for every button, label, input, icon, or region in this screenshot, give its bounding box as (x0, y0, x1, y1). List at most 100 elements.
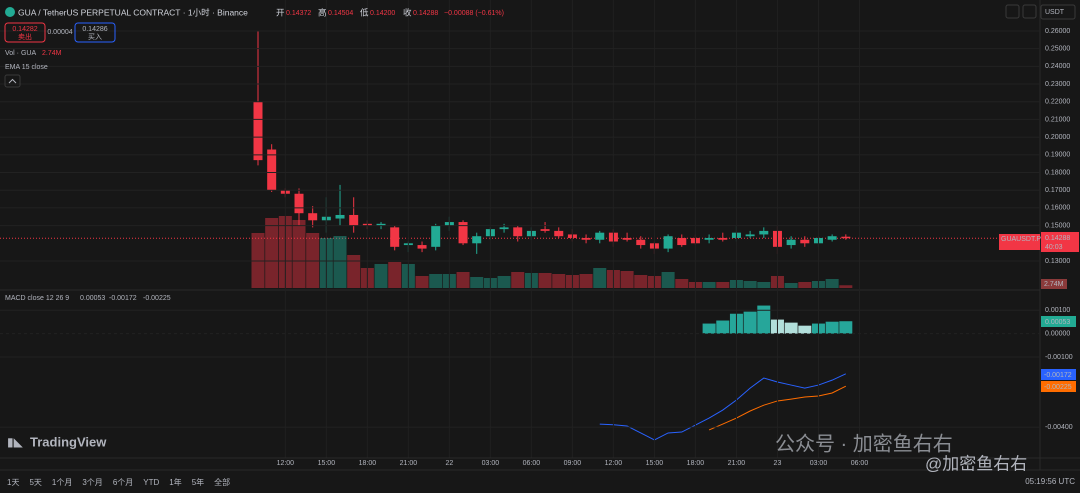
macd-tag-bg (1041, 369, 1076, 380)
volume-bar (839, 285, 853, 288)
x-tick-label: 18:00 (359, 460, 377, 467)
x-tick-label: 22 (445, 460, 453, 467)
volume-bar (388, 262, 402, 288)
y-tick-label: 0.26000 (1045, 28, 1070, 35)
vol-tag: 2.74M (1044, 281, 1064, 288)
price-tag-symbol-bg (999, 234, 1040, 250)
y-tick-label: 0.13000 (1045, 258, 1070, 265)
volume-bar (511, 272, 525, 288)
volume-bar (757, 282, 771, 288)
y-tick-label: 0.23000 (1045, 81, 1070, 88)
signal-tag: -0.00225 (1044, 384, 1072, 391)
price-tag-symbol: GUAUSDT.P (1001, 236, 1041, 243)
x-tick-label: 12:00 (277, 460, 295, 467)
range-button[interactable]: YTD (143, 478, 159, 487)
ema-label: EMA 15 close (5, 64, 48, 71)
spread: 0.00004 (47, 29, 72, 36)
handle: @加密鱼右右 (925, 454, 1027, 473)
low-label: 低 (360, 7, 369, 17)
range-button[interactable]: 6个月 (113, 478, 133, 487)
signal-tag-bg (1041, 381, 1076, 392)
tradingview-logo: TradingView (30, 434, 107, 449)
macd-hist-bar (798, 325, 812, 334)
macd-label: MACD close 12 26 9 (5, 295, 69, 302)
price-tag-price: 0.14288 (1045, 235, 1070, 242)
x-tick-label: 23 (774, 460, 782, 467)
buy-button[interactable] (74, 22, 116, 43)
low-value: 0.14200 (370, 10, 395, 17)
currency: USDT (1045, 9, 1065, 16)
volume-bar (702, 282, 716, 288)
volume-bar (661, 272, 675, 288)
range-button[interactable]: 1年 (169, 477, 181, 487)
macd-tick-label: 0.00100 (1045, 307, 1070, 314)
sell-button[interactable] (4, 22, 46, 43)
x-tick-label: 03:00 (482, 460, 500, 467)
volume-bar (347, 255, 361, 288)
collapse-icon (8, 78, 17, 84)
volume-bar (634, 275, 648, 288)
y-tick-label: 0.22000 (1045, 99, 1070, 106)
volume-bar (538, 273, 552, 288)
high-value: 0.14504 (328, 10, 353, 17)
range-button[interactable]: 全部 (214, 477, 230, 487)
y-tick-label: 0.18000 (1045, 169, 1070, 176)
volume-bar (593, 268, 607, 288)
price-tag-bg (1041, 232, 1079, 252)
macd-line-value: -0.00172 (109, 295, 137, 302)
macd-tick-label: 0.00000 (1045, 330, 1070, 337)
watermark: 公众号 · 加密鱼右右 (775, 432, 953, 455)
x-tick-label: 09:00 (564, 460, 582, 467)
buy-label: 买入 (88, 33, 102, 41)
volume-bar (743, 281, 757, 288)
vol-tag-bg (1041, 279, 1067, 289)
vol-value: 2.74M (42, 50, 62, 57)
range-button[interactable]: 5天 (29, 478, 41, 487)
volume-bar (415, 276, 429, 288)
macd-hist-bar (757, 305, 771, 334)
x-tick-label: 03:00 (810, 460, 828, 467)
y-tick-label: 0.19000 (1045, 152, 1070, 159)
macd-hist-bar (743, 311, 757, 334)
vol-label: Vol · GUA (5, 50, 36, 57)
volume-bar (470, 277, 484, 288)
volume-bar (798, 282, 812, 288)
y-tick-label: 0.25000 (1045, 46, 1070, 53)
macd-line (599, 373, 847, 441)
range-button[interactable]: 1个月 (52, 478, 72, 487)
volume-bar (292, 220, 306, 288)
settings-button[interactable] (1022, 4, 1037, 19)
collapse-button[interactable] (4, 74, 21, 88)
symbol[interactable]: GUA / TetherUS PERPETUAL CONTRACT · 1小时 … (18, 7, 248, 17)
hist-tag-bg (1041, 316, 1076, 327)
range-button[interactable]: 1天 (7, 478, 19, 487)
macd-tag: -0.00172 (1044, 372, 1072, 379)
macd-hist-bar (702, 323, 716, 334)
volume-bar (716, 282, 730, 288)
volume-bar (579, 274, 593, 288)
x-tick-label: 06:00 (851, 460, 869, 467)
volume-bar (456, 272, 470, 288)
macd-hist-bar (716, 320, 730, 334)
range-button[interactable]: 3个月 (82, 478, 102, 487)
y-tick-label: 0.17000 (1045, 187, 1070, 194)
range-button[interactable]: 5年 (192, 477, 204, 487)
macd-tick-label: -0.00400 (1045, 424, 1073, 431)
change: −0.00088 (−0.61%) (444, 10, 504, 17)
currency-select[interactable] (1040, 4, 1076, 20)
y-tick-label: 0.24000 (1045, 63, 1070, 70)
volume-bar (497, 276, 511, 288)
buy-price: 0.14286 (82, 26, 107, 33)
x-tick-label: 21:00 (400, 460, 418, 467)
macd-hist-bar (839, 321, 853, 334)
y-tick-label: 0.20000 (1045, 134, 1070, 141)
x-tick-label: 18:00 (687, 460, 705, 467)
x-tick-label: 06:00 (523, 460, 541, 467)
sell-price: 0.14282 (12, 26, 37, 33)
macd-hist-bar (784, 322, 798, 334)
macd-tick-label: -0.00100 (1045, 354, 1073, 361)
download-button[interactable] (1005, 4, 1020, 19)
price-tag-countdown: 40:03 (1045, 244, 1063, 251)
volume-bar (620, 271, 634, 288)
y-tick-label: 0.16000 (1045, 205, 1070, 212)
